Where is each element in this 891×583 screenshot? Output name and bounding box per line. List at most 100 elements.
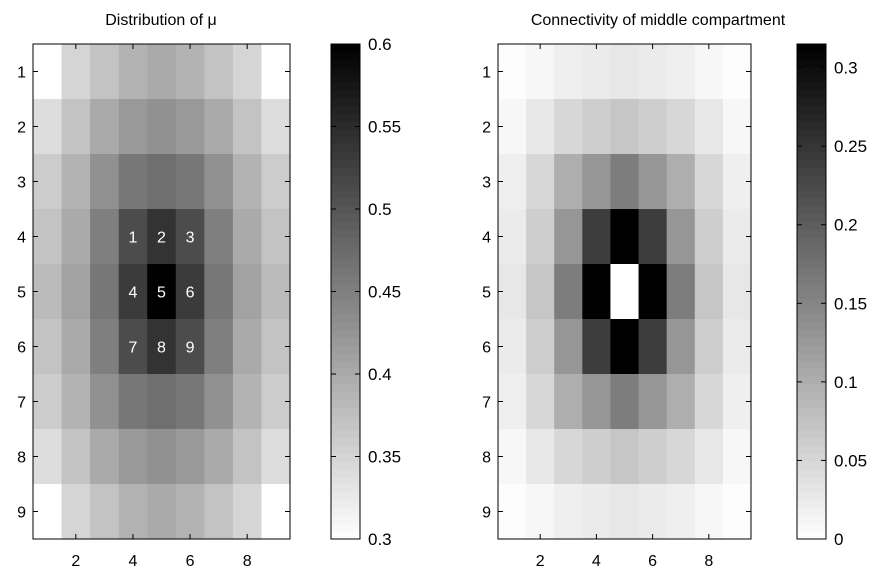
colorbar-tick-label: 0.6 xyxy=(368,35,392,54)
colorbar-step xyxy=(797,221,826,231)
colorbar-step xyxy=(797,183,826,192)
heatmap-cell xyxy=(666,154,696,210)
colorbar-step xyxy=(797,306,826,316)
colorbar-step xyxy=(331,392,360,401)
heatmap-cell xyxy=(582,264,612,320)
colorbar-step xyxy=(331,144,360,153)
heatmap-cell xyxy=(582,154,612,210)
cell-annotation: 6 xyxy=(186,285,195,302)
heatmap-cell xyxy=(147,374,177,430)
colorbar-step xyxy=(331,105,360,115)
colorbar-tick-label: 0.2 xyxy=(834,216,858,235)
y-tick-label: 8 xyxy=(482,450,491,467)
heatmap-cell xyxy=(694,44,724,100)
colorbar-step xyxy=(797,229,826,238)
colorbar-step xyxy=(797,453,826,463)
y-tick-label: 1 xyxy=(17,65,26,82)
colorbar-step xyxy=(331,221,360,231)
colorbar-step xyxy=(797,44,826,53)
heatmap-cell xyxy=(666,484,696,540)
colorbar-step xyxy=(797,198,826,208)
heatmap-cell xyxy=(526,99,555,155)
heatmap-cell xyxy=(175,484,205,540)
colorbar-step xyxy=(331,361,360,370)
heatmap-cell xyxy=(694,319,724,375)
y-tick-label: 2 xyxy=(17,120,26,137)
colorbar-step xyxy=(331,198,360,208)
colorbar-step xyxy=(797,74,826,84)
colorbar-step xyxy=(331,446,360,455)
heatmap-cell xyxy=(232,319,263,375)
heatmap-cell xyxy=(61,264,91,320)
colorbar-tick-label: 0.3 xyxy=(368,530,392,549)
heatmap-cell xyxy=(526,44,555,100)
heatmap-cell xyxy=(118,209,148,265)
heatmap-cell xyxy=(175,319,205,375)
colorbar-step xyxy=(331,415,360,424)
heatmap-cell xyxy=(204,484,234,540)
colorbar-step xyxy=(331,368,360,378)
heatmap-cell xyxy=(526,264,555,320)
heatmap-cell xyxy=(118,429,148,485)
cell-annotation: 7 xyxy=(128,340,137,357)
heatmap-cell xyxy=(582,209,612,265)
colorbar-step xyxy=(797,252,826,262)
heatmap-cell xyxy=(638,264,668,320)
colorbar-step xyxy=(797,415,826,424)
colorbar-step xyxy=(797,291,826,300)
colorbar-step xyxy=(331,407,360,416)
colorbar-step xyxy=(797,129,826,138)
colorbar-step xyxy=(331,183,360,192)
colorbar-step xyxy=(331,515,360,525)
colorbar-step xyxy=(797,438,826,447)
heatmap-cell xyxy=(61,209,91,265)
heatmap-cell xyxy=(610,99,640,155)
colorbar-step xyxy=(797,237,826,246)
colorbar-step xyxy=(331,322,360,331)
heatmap-cells xyxy=(498,44,752,540)
colorbar-step xyxy=(331,477,360,486)
heatmap-cell xyxy=(554,319,583,375)
heatmap-cell xyxy=(61,319,91,375)
heatmap-cell xyxy=(90,209,120,265)
heatmap-cell xyxy=(666,319,696,375)
heatmap-cell xyxy=(61,429,91,485)
colorbar-step xyxy=(331,260,360,269)
colorbar-step xyxy=(331,190,360,200)
heatmap-cell xyxy=(638,209,668,265)
heatmap-cell xyxy=(90,44,120,100)
y-tick-label: 6 xyxy=(17,340,26,357)
colorbar-step xyxy=(331,438,360,447)
colorbar-step xyxy=(331,283,360,293)
colorbar: 0.3 0.25 0.2 0.15 0.1 0.05 0 xyxy=(796,43,867,549)
heatmap-cell xyxy=(147,44,177,100)
colorbar-step xyxy=(331,74,360,84)
heatmap-cell xyxy=(582,484,612,540)
heatmap-cell xyxy=(175,374,205,430)
heatmap-cell xyxy=(61,99,91,155)
cell-annotation: 3 xyxy=(186,230,195,247)
x-tick-label: 2 xyxy=(536,553,545,570)
heatmap-cell xyxy=(554,374,583,430)
heatmap-cell xyxy=(232,484,263,540)
colorbar-step xyxy=(331,44,360,53)
heatmap-panel-connectivity: Connectivity of middle compartment 1 2 3 4 5 6… xyxy=(482,12,867,570)
heatmap-cell xyxy=(526,319,555,375)
colorbar-step xyxy=(331,152,360,161)
heatmap-cell xyxy=(204,209,234,265)
heatmap-cell xyxy=(204,319,234,375)
heatmap-cell xyxy=(638,99,668,155)
colorbar-step xyxy=(797,90,826,99)
heatmap-cell xyxy=(147,154,177,210)
y-tick-label: 3 xyxy=(482,175,491,192)
cell-annotation: 9 xyxy=(186,340,195,357)
colorbar-step xyxy=(797,492,826,501)
x-tick-label: 4 xyxy=(592,553,601,570)
heatmap-cell xyxy=(204,429,234,485)
colorbar-step xyxy=(797,500,826,509)
colorbar-step xyxy=(797,353,826,362)
heatmap-cell xyxy=(638,319,668,375)
heatmap-cell xyxy=(175,429,205,485)
heatmap-cell xyxy=(232,264,263,320)
heatmap-cell xyxy=(90,264,120,320)
